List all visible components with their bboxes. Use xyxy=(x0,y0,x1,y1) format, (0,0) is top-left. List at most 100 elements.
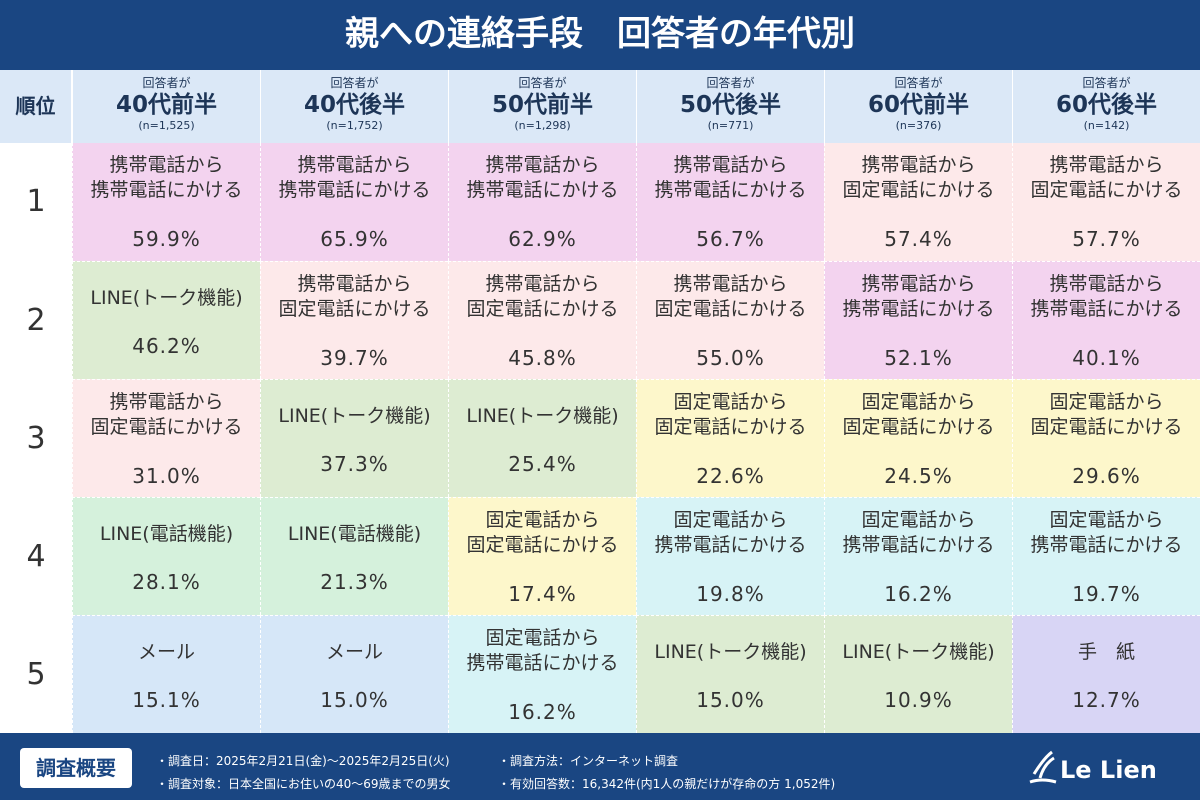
cell: LINE(トーク機能) 46.2% xyxy=(72,261,260,379)
cell: 携帯電話から 固定電話にかける 57.7% xyxy=(1012,143,1200,261)
cell-label-line: 固定電話にかける xyxy=(654,416,807,438)
cell-label: メール xyxy=(261,640,448,665)
cell-pct: 28.1% xyxy=(132,570,201,594)
cell-label-line: 固定電話から xyxy=(485,627,600,649)
cell: 携帯電話から 固定電話にかける 39.7% xyxy=(260,261,448,379)
cell-pct: 62.9% xyxy=(508,227,577,251)
title: 親への連絡手段 回答者の年代別 xyxy=(345,14,855,54)
cell-label-line: メール xyxy=(137,641,195,663)
rank: 3 xyxy=(0,379,72,497)
column-header: 回答者が 40代後半 (n=1,752) xyxy=(260,70,448,143)
cell: 携帯電話から 携帯電話にかける 56.7% xyxy=(636,143,824,261)
cell: 携帯電話から 固定電話にかける 31.0% xyxy=(72,379,260,497)
cell-label-line: 携帯電話から xyxy=(109,391,224,413)
header-label: 60代後半 xyxy=(1055,92,1157,118)
header-label: 50代前半 xyxy=(491,92,593,118)
cell-pct: 29.6% xyxy=(1072,464,1141,488)
cell-pct: 16.2% xyxy=(508,700,577,724)
column-header: 回答者が 60代前半 (n=376) xyxy=(824,70,1012,143)
cell-pct: 52.1% xyxy=(884,346,953,370)
cell-label: 固定電話から 固定電話にかける xyxy=(1013,390,1200,440)
header-pre: 回答者が xyxy=(1082,76,1131,90)
header-n: (n=1,298) xyxy=(514,119,571,132)
cell-label: 携帯電話から 携帯電話にかける xyxy=(73,153,260,203)
rank-header: 順位 xyxy=(0,70,72,143)
cell-label-line: 固定電話から xyxy=(673,391,788,413)
cell-label: 携帯電話から 固定電話にかける xyxy=(825,153,1012,203)
rank: 4 xyxy=(0,497,72,615)
cell-label: LINE(トーク機能) xyxy=(449,404,636,429)
footer-note: ・調査対象：日本全国にお住いの40～69歳までの男女 xyxy=(156,777,451,791)
cell: LINE(トーク機能) 37.3% xyxy=(260,379,448,497)
cell-pct: 65.9% xyxy=(320,227,389,251)
cell-label: 手 紙 xyxy=(1013,640,1200,665)
cell-label-line: 携帯電話から xyxy=(485,273,600,295)
cell-label: 携帯電話から 携帯電話にかける xyxy=(637,153,824,203)
cell-label: 固定電話から 携帯電話にかける xyxy=(637,508,824,558)
cell: メール 15.0% xyxy=(260,615,448,733)
header-n: (n=1,525) xyxy=(138,119,195,132)
cell-label-line: 携帯電話にかける xyxy=(278,179,431,201)
cell: 固定電話から 固定電話にかける 22.6% xyxy=(636,379,824,497)
cell: 携帯電話から 携帯電話にかける 65.9% xyxy=(260,143,448,261)
logo: Le Lien xyxy=(1060,756,1157,784)
cell-pct: 22.6% xyxy=(696,464,765,488)
cell-label: 固定電話から 固定電話にかける xyxy=(637,390,824,440)
cell-label-line: 固定電話にかける xyxy=(1030,416,1183,438)
cell-label-line: LINE(電話機能) xyxy=(99,523,234,545)
cell-label: LINE(トーク機能) xyxy=(73,286,260,311)
cell: 携帯電話から 携帯電話にかける 62.9% xyxy=(448,143,636,261)
cell-label-line: 固定電話から xyxy=(861,391,976,413)
cell-label-line: 固定電話から xyxy=(485,509,600,531)
header-label: 60代前半 xyxy=(867,92,969,118)
cell-pct: 56.7% xyxy=(696,227,765,251)
cell-pct: 19.8% xyxy=(696,582,765,606)
column-header: 回答者が 40代前半 (n=1,525) xyxy=(72,70,260,143)
cell: 手 紙 12.7% xyxy=(1012,615,1200,733)
cell-pct: 40.1% xyxy=(1072,346,1141,370)
cell-label-line: 携帯電話から xyxy=(673,273,788,295)
cell-label: 携帯電話から 固定電話にかける xyxy=(637,272,824,322)
cell-label: 固定電話から 携帯電話にかける xyxy=(449,626,636,676)
cell-label: 携帯電話から 固定電話にかける xyxy=(1013,153,1200,203)
header-label: 50代後半 xyxy=(679,92,781,118)
cell-label-line: 携帯電話にかける xyxy=(654,179,807,201)
cell: メール 15.1% xyxy=(72,615,260,733)
cell-pct: 57.7% xyxy=(1072,227,1141,251)
cell-pct: 15.1% xyxy=(132,688,201,712)
cell: 固定電話から 携帯電話にかける 19.7% xyxy=(1012,497,1200,615)
cell-label-line: 携帯電話にかける xyxy=(466,179,619,201)
cell-label: 固定電話から 携帯電話にかける xyxy=(825,508,1012,558)
cell-label: LINE(電話機能) xyxy=(73,522,260,547)
cell-label-line: 携帯電話から xyxy=(109,154,224,176)
header-label: 40代後半 xyxy=(303,92,405,118)
cell-label-line: 手 紙 xyxy=(1077,641,1135,663)
cell-label-line: LINE(トーク機能) xyxy=(654,641,807,663)
cell-label-line: 携帯電話にかける xyxy=(1030,534,1183,556)
cell-label-line: 携帯電話から xyxy=(297,273,412,295)
cell-pct: 16.2% xyxy=(884,582,953,606)
cell-pct: 25.4% xyxy=(508,452,577,476)
footer-label: 調査概要 xyxy=(20,748,132,788)
cell-label: LINE(トーク機能) xyxy=(637,640,824,665)
cell-label-line: 携帯電話にかける xyxy=(842,298,995,320)
column-header: 回答者が 50代前半 (n=1,298) xyxy=(448,70,636,143)
header-n: (n=142) xyxy=(1083,119,1130,132)
cell-label-line: 固定電話にかける xyxy=(1030,179,1183,201)
cell-label-line: 携帯電話から xyxy=(861,154,976,176)
cell-label: LINE(トーク機能) xyxy=(825,640,1012,665)
cell-label-line: 携帯電話にかける xyxy=(1030,298,1183,320)
cell-label: 固定電話から 固定電話にかける xyxy=(449,508,636,558)
cell: 携帯電話から 固定電話にかける 55.0% xyxy=(636,261,824,379)
cell-pct: 46.2% xyxy=(132,334,201,358)
cell-label-line: 固定電話にかける xyxy=(278,298,431,320)
cell-label-line: 固定電話にかける xyxy=(842,179,995,201)
cell-pct: 24.5% xyxy=(884,464,953,488)
cell: LINE(電話機能) 28.1% xyxy=(72,497,260,615)
header-pre: 回答者が xyxy=(330,76,379,90)
cell: 固定電話から 携帯電話にかける 16.2% xyxy=(824,497,1012,615)
cell-label: 携帯電話から 携帯電話にかける xyxy=(261,153,448,203)
cell-label-line: 携帯電話から xyxy=(1049,154,1164,176)
cell-label-line: LINE(電話機能) xyxy=(287,523,422,545)
